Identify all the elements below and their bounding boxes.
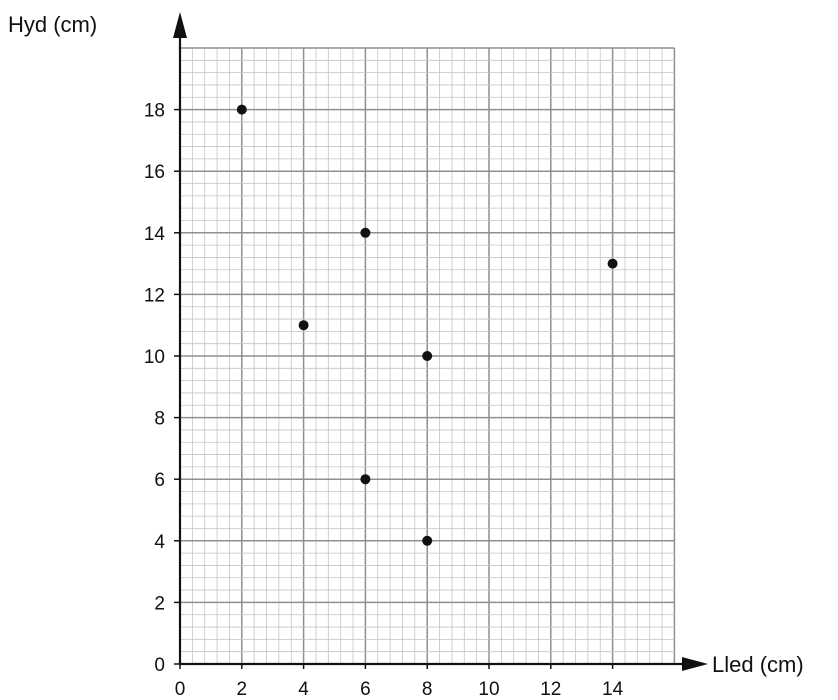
x-tick-label: 12 bbox=[540, 679, 561, 700]
y-axis-label: Hyd (cm) bbox=[8, 12, 97, 37]
x-tick-label: 6 bbox=[360, 679, 371, 700]
data-point bbox=[607, 258, 618, 269]
x-axis-label: Lled (cm) bbox=[712, 652, 804, 677]
y-tick-label: 14 bbox=[144, 224, 166, 245]
y-tick-label: 10 bbox=[144, 347, 165, 368]
axes bbox=[173, 12, 708, 671]
y-tick-label: 8 bbox=[154, 409, 165, 430]
y-tick-label: 16 bbox=[144, 162, 165, 183]
x-axis-arrow bbox=[682, 657, 708, 671]
data-point bbox=[360, 474, 371, 485]
x-tick-label: 2 bbox=[237, 679, 248, 700]
data-point bbox=[360, 227, 371, 238]
data-point bbox=[298, 320, 309, 331]
y-axis-arrow bbox=[173, 12, 187, 38]
x-tick-label: 14 bbox=[602, 679, 624, 700]
y-tick-label: 0 bbox=[154, 655, 165, 676]
data-point bbox=[422, 535, 433, 546]
x-tick-label: 8 bbox=[422, 679, 433, 700]
data-point bbox=[422, 351, 433, 361]
y-tick-labels: 0 2 4 6 8 10 12 14 16 18 bbox=[144, 101, 180, 676]
grid bbox=[179, 47, 676, 665]
x-tick-label: 10 bbox=[478, 679, 499, 700]
y-tick-label: 6 bbox=[154, 470, 165, 491]
y-tick-label: 4 bbox=[154, 532, 165, 553]
y-tick-label: 18 bbox=[144, 101, 165, 122]
data-points bbox=[236, 104, 618, 546]
y-tick-label: 2 bbox=[154, 593, 165, 614]
data-point bbox=[236, 104, 247, 115]
y-tick-label: 12 bbox=[144, 285, 165, 306]
x-tick-label: 0 bbox=[175, 679, 186, 700]
x-tick-label: 4 bbox=[298, 679, 309, 700]
x-tick-labels: 0 2 4 6 8 10 12 14 bbox=[175, 664, 624, 700]
